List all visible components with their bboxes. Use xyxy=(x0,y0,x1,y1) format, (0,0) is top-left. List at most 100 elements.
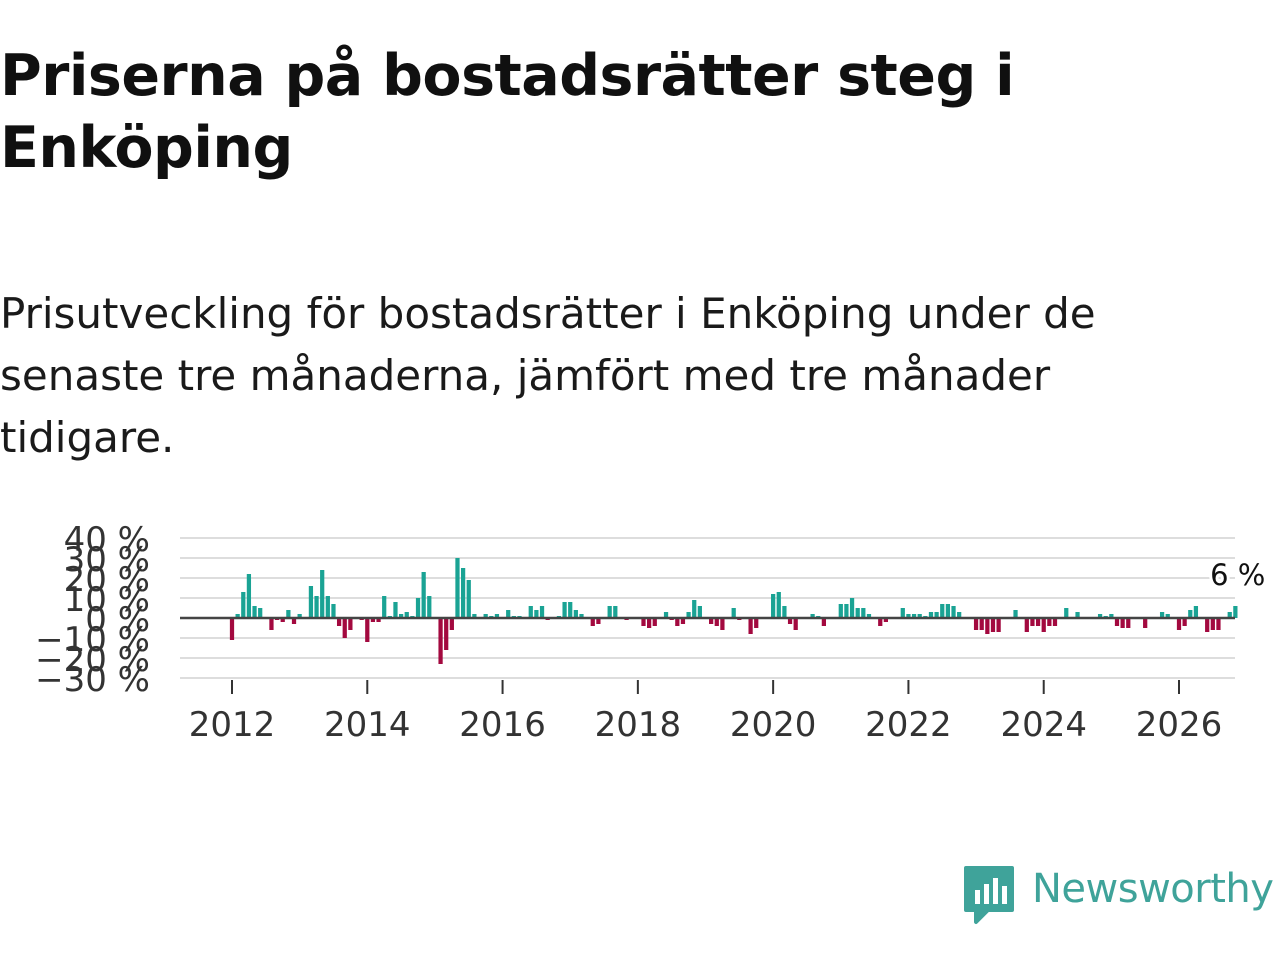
bar xyxy=(1227,612,1232,618)
bar xyxy=(1233,606,1238,618)
bar xyxy=(455,558,460,618)
newsworthy-logo: Newsworthy xyxy=(962,862,1280,928)
bar xyxy=(269,618,274,630)
bar xyxy=(573,610,578,618)
y-tick-label: −30 % xyxy=(35,660,150,700)
bar xyxy=(934,612,939,618)
y-tick-label: 0 % xyxy=(85,600,150,640)
bar xyxy=(607,606,612,618)
bar xyxy=(900,608,905,618)
bar xyxy=(782,606,787,618)
bar xyxy=(393,602,398,618)
bar xyxy=(1024,618,1029,632)
bar xyxy=(1216,618,1221,630)
x-axis: 2012 2014 2016 2018 2020 2022 2024 2026 xyxy=(189,680,1222,745)
bar xyxy=(613,606,618,618)
bar xyxy=(849,598,855,618)
bar xyxy=(748,618,753,634)
x-tick-label: 2016 xyxy=(459,705,546,745)
bar xyxy=(855,608,860,618)
bar xyxy=(562,602,567,618)
x-tick-label: 2022 xyxy=(865,705,952,745)
x-tick-label: 2018 xyxy=(595,705,682,745)
bar xyxy=(940,604,945,618)
bar xyxy=(1176,618,1182,630)
newsworthy-logo-icon xyxy=(964,866,1014,924)
bar xyxy=(838,604,843,618)
bar xyxy=(1126,618,1131,628)
bar xyxy=(1047,618,1052,626)
y-tick-label: 40 % xyxy=(64,520,150,560)
bar xyxy=(229,618,235,640)
bar xyxy=(771,594,776,618)
bar xyxy=(686,612,691,618)
bar xyxy=(246,574,252,618)
x-tick-label: 2014 xyxy=(324,705,411,745)
bar xyxy=(1052,618,1058,626)
bar xyxy=(663,612,669,618)
bar xyxy=(754,618,759,628)
x-tick-label: 2012 xyxy=(189,705,276,745)
bar xyxy=(906,614,911,618)
bar xyxy=(647,618,652,628)
bar xyxy=(720,618,725,630)
bar xyxy=(878,618,883,626)
bar xyxy=(314,596,319,618)
bar xyxy=(483,614,488,618)
bar xyxy=(996,618,1001,632)
bar xyxy=(291,618,297,624)
y-tick-label: −20 % xyxy=(35,640,150,680)
bar xyxy=(1114,618,1120,626)
bar xyxy=(973,618,979,630)
bar xyxy=(844,604,849,618)
bar xyxy=(325,596,330,618)
bar xyxy=(241,592,246,618)
bar xyxy=(1182,618,1187,626)
bar xyxy=(866,614,872,618)
bar xyxy=(945,604,951,618)
bar xyxy=(951,606,956,618)
bar xyxy=(731,608,736,618)
bar xyxy=(1075,612,1080,618)
bar xyxy=(370,618,376,622)
bar xyxy=(472,614,477,618)
bar xyxy=(917,614,922,618)
bar xyxy=(1143,618,1148,628)
bar xyxy=(957,612,962,618)
bar xyxy=(382,596,387,618)
bar xyxy=(579,614,584,618)
bar xyxy=(697,606,702,618)
bar xyxy=(460,568,466,618)
bar xyxy=(506,610,511,618)
bar xyxy=(258,608,263,618)
bar xyxy=(438,618,443,664)
bar xyxy=(297,614,302,618)
x-tick-label: 2024 xyxy=(1000,705,1087,745)
chart-subtitle: Prisutveckling för bostadsrätter i Enköp… xyxy=(0,289,1096,462)
bar xyxy=(280,618,285,622)
bar xyxy=(590,618,595,626)
last-value-label: 6 % xyxy=(1210,558,1265,592)
bar xyxy=(494,614,500,618)
bar xyxy=(861,608,866,618)
bar xyxy=(652,618,657,626)
bar xyxy=(1120,618,1125,628)
bar xyxy=(985,618,990,634)
bar xyxy=(596,618,601,624)
bar xyxy=(911,614,917,618)
bar xyxy=(286,610,291,618)
bar xyxy=(376,618,381,622)
bar xyxy=(421,572,426,618)
bar xyxy=(793,618,798,630)
newsworthy-logo-text: Newsworthy xyxy=(1032,866,1274,912)
bar xyxy=(235,614,240,618)
bar xyxy=(449,618,454,630)
bar xyxy=(1210,618,1215,630)
bar xyxy=(1205,618,1210,632)
bar xyxy=(641,618,646,626)
bar xyxy=(568,602,573,618)
bar xyxy=(252,606,257,618)
bar xyxy=(776,592,781,618)
y-tick-label: 30 % xyxy=(64,540,150,580)
bar xyxy=(336,618,342,626)
